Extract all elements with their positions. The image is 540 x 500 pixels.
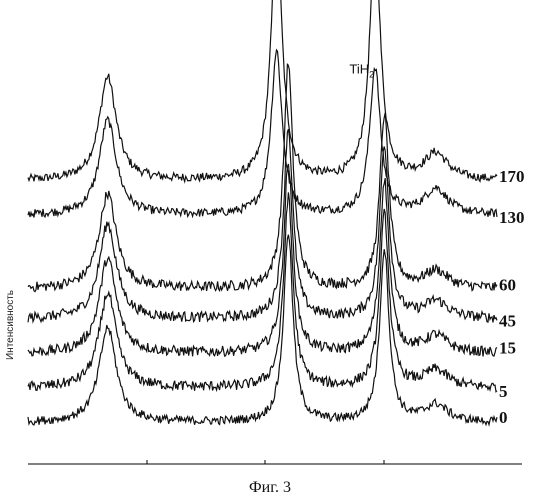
- peak-annotation-main: TiH: [349, 61, 369, 76]
- peak-annotation-sub: 2: [369, 69, 374, 79]
- series-label-5: 5: [499, 382, 508, 401]
- series-layer: [28, 0, 497, 425]
- series-line-45: [28, 129, 497, 322]
- series-label-15: 15: [499, 339, 516, 358]
- series-label-45: 45: [499, 311, 516, 330]
- figure-caption: Фиг. 3: [249, 479, 291, 496]
- y-axis-label: Интенсивность: [5, 290, 16, 360]
- series-label-170: 170: [499, 167, 525, 186]
- series-label-130: 130: [499, 208, 525, 227]
- series-line-170: [28, 0, 497, 182]
- series-line-60: [28, 64, 497, 292]
- series-label-0: 0: [499, 408, 508, 427]
- series-label-60: 60: [499, 276, 516, 295]
- series-line-5: [28, 192, 497, 391]
- peak-annotation-1: TiH2: [349, 61, 374, 79]
